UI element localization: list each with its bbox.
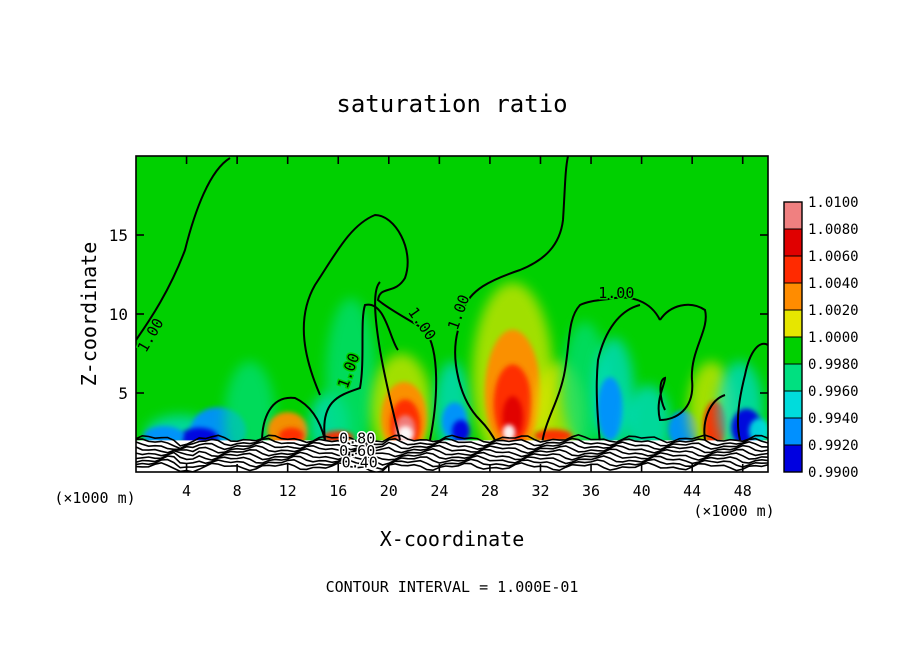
colorbar-swatch (784, 256, 802, 283)
x-tick-label: 24 (430, 482, 448, 500)
anomaly-blob (397, 426, 413, 442)
y-tick-label: 15 (109, 226, 128, 245)
x-axis-ticks: 4 8 12 16 20 24 28 32 36 40 44 48 (182, 156, 752, 500)
x-tick-label: 8 (233, 482, 242, 500)
contour-label: 0.80 (339, 430, 375, 448)
colorbar-swatch (784, 229, 802, 256)
y-tick-label: 10 (109, 305, 128, 324)
terrain-contour-line (136, 447, 768, 458)
colorbar-label: 1.0000 (808, 330, 859, 346)
y-tick-label: 5 (118, 384, 128, 403)
colorbar-label: 1.0060 (808, 249, 859, 265)
colorbar-label: 1.0100 (808, 195, 859, 211)
colorbar-label: 0.9980 (808, 357, 859, 373)
y-axis-ticks: 5 10 15 (109, 226, 768, 403)
x-unit-right: (×1000 m) (693, 502, 774, 520)
terrain-contours (136, 434, 768, 472)
anomaly-blob (325, 298, 377, 457)
colorbar-label: 0.9940 (808, 411, 859, 427)
colorbar-label: 1.0080 (808, 222, 859, 238)
contour-line (302, 213, 438, 441)
anomaly-blob (502, 424, 516, 441)
contour-interval-note: CONTOUR INTERVAL = 1.000E-01 (326, 578, 579, 596)
colorbar-swatch (784, 445, 802, 472)
terrain-contour-line (136, 458, 768, 471)
contour-label: 0.40 (342, 453, 378, 471)
anomaly-blob (597, 377, 623, 441)
y-axis-label: Z-coordinate (77, 242, 101, 387)
terrain-contour-line (136, 454, 768, 466)
contour-line (462, 156, 569, 311)
colorbar-label: 0.9920 (808, 438, 859, 454)
contour-line (736, 342, 768, 441)
x-tick-label: 28 (481, 482, 499, 500)
x-tick-label: 12 (279, 482, 297, 500)
contour-label: 1.00 (598, 284, 634, 302)
contour-line (136, 157, 231, 341)
x-axis-label: X-coordinate (380, 527, 525, 551)
colorbar-swatch (784, 418, 802, 445)
plot-area (136, 156, 768, 472)
terrain-contour-line (136, 461, 768, 472)
x-tick-label: 16 (329, 482, 347, 500)
x-unit-left: (×1000 m) (54, 489, 135, 507)
terrain-contour-line (136, 434, 768, 447)
colorbar-label: 0.9960 (808, 384, 859, 400)
terrain-contour-line (136, 437, 768, 450)
contour-line (541, 296, 661, 445)
x-tick-label: 32 (531, 482, 549, 500)
colorbar-swatch (784, 364, 802, 391)
contour-line (323, 303, 399, 441)
contour-label: 0.60 (339, 442, 375, 460)
contour-line (657, 303, 707, 422)
colorbar-label: 1.0020 (808, 303, 859, 319)
terrain-contour-line (136, 451, 768, 461)
colorbar-label: 0.9900 (808, 465, 859, 481)
chart-title: saturation ratio (336, 90, 567, 118)
colorbar: 1.0100 1.0080 1.0060 1.0040 1.0020 1.0000 0.99… (783, 195, 859, 481)
x-tick-label: 48 (734, 482, 752, 500)
x-tick-label: 36 (582, 482, 600, 500)
contour-line (595, 304, 641, 445)
colorbar-label: 1.0040 (808, 276, 859, 292)
colorbar-swatch (784, 202, 802, 229)
terrain-contour-line (136, 440, 768, 451)
colorbar-swatch (784, 391, 802, 418)
x-tick-label: 44 (683, 482, 701, 500)
x-tick-label: 4 (182, 482, 191, 500)
contour-line (454, 329, 498, 445)
x-tick-label: 20 (380, 482, 398, 500)
contour-line (261, 396, 326, 443)
x-tick-label: 40 (633, 482, 651, 500)
colorbar-swatch (784, 283, 802, 310)
contour-line (374, 281, 401, 441)
colorbar-swatch (784, 310, 802, 337)
colorbar-swatch (784, 337, 802, 364)
terrain-contour-line (136, 444, 768, 455)
